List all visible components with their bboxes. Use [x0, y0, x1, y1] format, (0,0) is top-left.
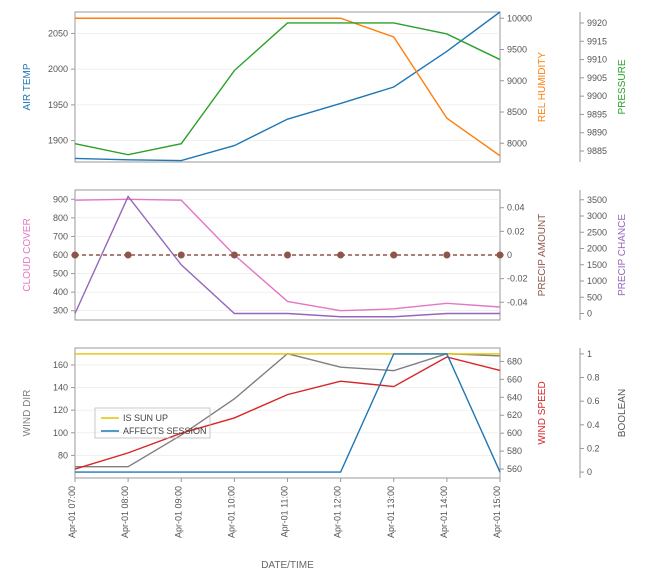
svg-text:580: 580 — [507, 446, 522, 456]
axis-label: WIND DIR — [22, 390, 33, 437]
xtick-label: Apr-01 09:00 — [173, 486, 183, 538]
xtick-label: Apr-01 11:00 — [280, 486, 290, 537]
svg-text:9885: 9885 — [587, 146, 607, 156]
svg-text:9895: 9895 — [587, 109, 607, 119]
svg-text:600: 600 — [507, 428, 522, 438]
svg-text:0.2: 0.2 — [587, 443, 600, 453]
svg-text:900: 900 — [53, 194, 68, 204]
series-line — [75, 18, 500, 156]
series-marker — [72, 252, 79, 259]
series-marker — [231, 252, 238, 259]
svg-text:0.04: 0.04 — [507, 203, 525, 213]
svg-text:10000: 10000 — [507, 13, 532, 23]
series-marker — [390, 252, 397, 259]
svg-text:560: 560 — [507, 464, 522, 474]
svg-text:8500: 8500 — [507, 107, 527, 117]
svg-text:620: 620 — [507, 410, 522, 420]
xtick-label: Apr-01 14:00 — [439, 486, 449, 538]
svg-text:400: 400 — [53, 287, 68, 297]
series-line — [75, 23, 500, 155]
series-line — [75, 12, 500, 161]
svg-text:0.6: 0.6 — [587, 396, 600, 406]
weather-multiaxis-chart: 1900195020002050AIR TEMP8000850090009500… — [0, 0, 648, 576]
svg-text:1950: 1950 — [48, 100, 68, 110]
svg-text:9905: 9905 — [587, 73, 607, 83]
axis-label: BOOLEAN — [617, 389, 628, 437]
axis-label: AIR TEMP — [22, 63, 33, 110]
svg-text:2000: 2000 — [48, 64, 68, 74]
svg-text:500: 500 — [53, 269, 68, 279]
svg-text:9910: 9910 — [587, 55, 607, 65]
svg-text:160: 160 — [53, 360, 68, 370]
svg-text:9500: 9500 — [507, 45, 527, 55]
svg-text:1500: 1500 — [587, 260, 607, 270]
svg-text:0.02: 0.02 — [507, 226, 525, 236]
svg-text:660: 660 — [507, 374, 522, 384]
svg-text:9000: 9000 — [507, 76, 527, 86]
svg-text:2500: 2500 — [587, 227, 607, 237]
svg-text:9890: 9890 — [587, 128, 607, 138]
svg-text:140: 140 — [53, 383, 68, 393]
svg-text:3500: 3500 — [587, 195, 607, 205]
svg-text:100: 100 — [53, 428, 68, 438]
svg-text:9900: 9900 — [587, 91, 607, 101]
legend-label: AFFECTS SESSION — [123, 426, 207, 436]
svg-text:0: 0 — [587, 467, 592, 477]
svg-text:-0.02: -0.02 — [507, 274, 528, 284]
svg-text:9920: 9920 — [587, 18, 607, 28]
svg-text:680: 680 — [507, 356, 522, 366]
xtick-label: Apr-01 07:00 — [67, 486, 77, 538]
svg-text:0.4: 0.4 — [587, 420, 600, 430]
xaxis-label: DATE/TIME — [261, 560, 314, 571]
xtick-label: Apr-01 13:00 — [386, 486, 396, 538]
svg-text:8000: 8000 — [507, 138, 527, 148]
svg-text:500: 500 — [587, 292, 602, 302]
series-marker — [443, 252, 450, 259]
axis-label: REL HUMIDITY — [537, 52, 548, 123]
svg-text:2000: 2000 — [587, 244, 607, 254]
series-marker — [178, 252, 185, 259]
svg-text:640: 640 — [507, 392, 522, 402]
xtick-label: Apr-01 08:00 — [120, 486, 130, 538]
svg-text:0: 0 — [507, 250, 512, 260]
svg-text:800: 800 — [53, 213, 68, 223]
svg-text:3000: 3000 — [587, 211, 607, 221]
series-marker — [125, 252, 132, 259]
svg-text:1000: 1000 — [587, 276, 607, 286]
svg-text:120: 120 — [53, 405, 68, 415]
svg-text:700: 700 — [53, 231, 68, 241]
xtick-label: Apr-01 12:00 — [333, 486, 343, 538]
series-marker — [497, 252, 504, 259]
axis-label: PRECIP AMOUNT — [537, 214, 548, 297]
series-marker — [337, 252, 344, 259]
svg-text:300: 300 — [53, 306, 68, 316]
svg-text:-0.04: -0.04 — [507, 297, 528, 307]
axis-label: PRECIP CHANCE — [617, 214, 628, 296]
legend-label: IS SUN UP — [123, 413, 168, 423]
series-marker — [284, 252, 291, 259]
xtick-label: Apr-01 15:00 — [492, 486, 502, 538]
svg-text:2050: 2050 — [48, 28, 68, 38]
svg-text:600: 600 — [53, 250, 68, 260]
svg-text:9915: 9915 — [587, 36, 607, 46]
svg-text:1: 1 — [587, 349, 592, 359]
axis-label: WIND SPEED — [537, 381, 548, 444]
axis-label: PRESSURE — [617, 59, 628, 114]
axis-label: CLOUD COVER — [22, 218, 33, 291]
svg-text:0.8: 0.8 — [587, 373, 600, 383]
xtick-label: Apr-01 10:00 — [226, 486, 236, 538]
svg-text:0: 0 — [587, 309, 592, 319]
svg-text:1900: 1900 — [48, 136, 68, 146]
svg-text:80: 80 — [58, 450, 68, 460]
